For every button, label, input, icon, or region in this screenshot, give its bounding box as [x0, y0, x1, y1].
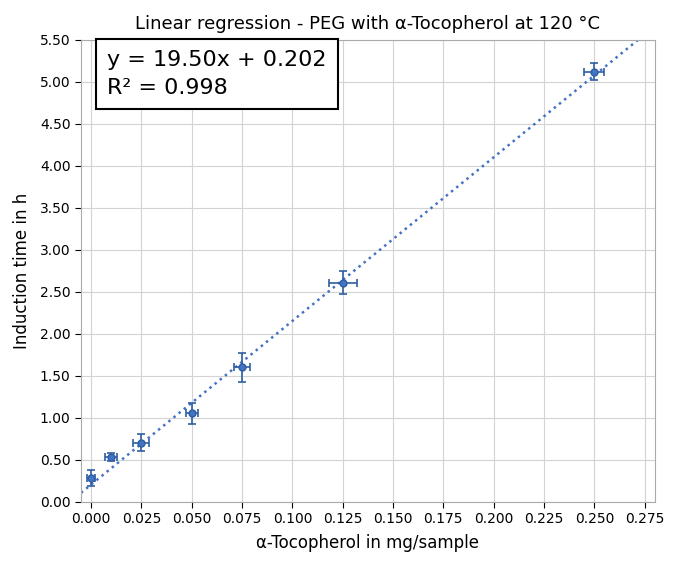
X-axis label: α-Tocopherol in mg/sample: α-Tocopherol in mg/sample — [256, 534, 479, 552]
Title: Linear regression - PEG with α-Tocopherol at 120 °C: Linear regression - PEG with α-Tocophero… — [136, 15, 600, 33]
Text: y = 19.50x + 0.202
R² = 0.998: y = 19.50x + 0.202 R² = 0.998 — [107, 50, 327, 98]
Y-axis label: Induction time in h: Induction time in h — [14, 193, 32, 349]
